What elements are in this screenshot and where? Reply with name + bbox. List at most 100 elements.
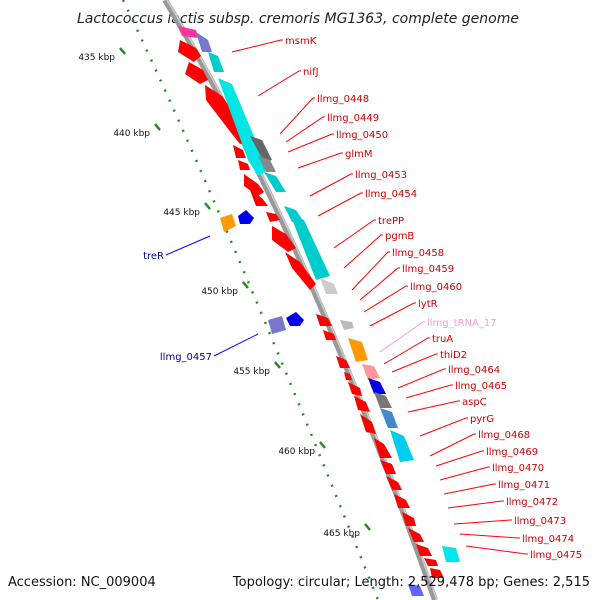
gene-label[interactable]: llmg_0473 xyxy=(514,516,566,527)
label-leader-line xyxy=(257,70,301,97)
gene-label[interactable]: llmg_0453 xyxy=(355,170,407,181)
gene-label[interactable]: llmg_0468 xyxy=(478,430,530,441)
gene-label[interactable]: nifJ xyxy=(303,67,319,78)
label-leader-line xyxy=(231,39,283,53)
gene-label[interactable]: llmg_0464 xyxy=(448,365,500,376)
gene-label[interactable]: thiD2 xyxy=(440,350,467,361)
accession-text: Accession: NC_009004 xyxy=(8,575,156,590)
ruler-label: 435 kbp xyxy=(78,53,115,63)
label-leader-line xyxy=(297,152,343,169)
gene-llmg_0450[interactable] xyxy=(238,160,250,170)
gene-llmg_0454[interactable] xyxy=(266,212,280,222)
gene-features xyxy=(178,26,460,596)
ruler-tick xyxy=(242,281,249,289)
gene-label[interactable]: treR xyxy=(143,251,164,262)
gene-label[interactable]: truA xyxy=(432,334,453,345)
gene-llmg_0471[interactable] xyxy=(402,512,416,526)
gene-label[interactable]: llmg_0449 xyxy=(327,113,379,124)
gene-llmg_0453[interactable] xyxy=(250,190,268,206)
label-leader-line xyxy=(369,302,416,327)
gene-llmg_0457[interactable] xyxy=(286,312,304,326)
ruler-label: 460 kbp xyxy=(278,447,315,457)
gene-label[interactable]: llmg_0448 xyxy=(317,94,369,105)
gene-llmg_0473[interactable] xyxy=(416,544,432,556)
gene-label[interactable]: llmg_tRNA_17 xyxy=(427,318,497,329)
label-leader-line xyxy=(213,333,259,357)
gene-label[interactable]: llmg_0454 xyxy=(365,189,417,200)
gene-label[interactable]: trePP xyxy=(378,216,404,227)
genome-backbone-highlight xyxy=(166,0,438,600)
gene-label[interactable]: llmg_0465 xyxy=(455,381,507,392)
gene-label[interactable]: llmg_0470 xyxy=(492,463,544,474)
gene-llmg_0457-purple[interactable] xyxy=(268,316,286,334)
gene-label[interactable]: llmg_0472 xyxy=(506,497,558,508)
label-leader-line xyxy=(351,251,390,291)
gene-label[interactable]: glmM xyxy=(345,149,373,160)
gene-llmg_0470[interactable] xyxy=(394,494,410,508)
gene-label[interactable]: llmg_0458 xyxy=(392,248,444,259)
gene-pgmB[interactable] xyxy=(285,252,316,290)
gene-label[interactable]: pgmB xyxy=(385,231,414,242)
label-leader-line xyxy=(363,285,408,313)
label-leader-line xyxy=(407,400,460,413)
ruler-tick xyxy=(119,47,126,55)
bar-cyan-5 xyxy=(290,214,330,280)
label-leader-line xyxy=(391,353,438,373)
gene-label[interactable]: llmg_0459 xyxy=(402,264,454,275)
label-leader-line xyxy=(459,533,520,539)
label-leader-line xyxy=(447,500,504,509)
gene-llmg_0465[interactable] xyxy=(354,396,370,412)
bar-cyan-6 xyxy=(390,430,414,462)
gene-llmg_0449[interactable] xyxy=(233,145,246,158)
label-leader-line xyxy=(405,384,453,399)
gene-treR-orange[interactable] xyxy=(220,214,236,232)
gene-glmM[interactable] xyxy=(244,174,264,196)
bar-cyan-3 xyxy=(264,172,286,192)
gene-truA[interactable] xyxy=(336,356,350,368)
gene-label[interactable]: llmg_0450 xyxy=(336,130,388,141)
label-leader-line xyxy=(359,267,400,301)
gene-llmg_0469[interactable] xyxy=(386,476,402,490)
gene-llmg_0464[interactable] xyxy=(348,382,362,396)
gene-llmg_0468[interactable] xyxy=(380,460,396,474)
gene-label[interactable]: msmK xyxy=(285,36,317,47)
gene-label[interactable]: llmg_0471 xyxy=(498,480,550,491)
gene-msmK[interactable] xyxy=(178,40,201,62)
ruler-ticks: 435 kbp 440 kbp 445 kbp 450 kbp 455 kbp 460 k… xyxy=(78,47,371,539)
gene-llmg_0472[interactable] xyxy=(408,528,424,542)
bar-cyan-2 xyxy=(218,78,268,176)
gene-label[interactable]: llmg_0474 xyxy=(522,534,574,545)
gene-pink-top[interactable] xyxy=(178,26,198,38)
gene-pyrG[interactable] xyxy=(374,438,392,458)
gene-label[interactable]: llmg_0475 xyxy=(530,550,582,561)
gene-trePP[interactable] xyxy=(272,226,296,252)
label-leader-line xyxy=(419,417,468,437)
gene-llmg_0475[interactable] xyxy=(430,568,444,578)
gene-aspC[interactable] xyxy=(360,414,376,434)
bar-lightgray-1 xyxy=(340,320,354,330)
bar-cyan-7 xyxy=(442,546,460,562)
label-leader-line xyxy=(435,450,484,467)
topology-text: Topology: circular; Length: 2,529,478 bp… xyxy=(232,575,590,590)
label-leader-line xyxy=(379,321,425,353)
gene-nifJ[interactable] xyxy=(185,62,208,84)
label-leader-line xyxy=(397,368,446,389)
label-leader-line xyxy=(439,466,490,481)
label-leader-line xyxy=(465,545,528,555)
ruler-label: 450 kbp xyxy=(201,287,238,297)
label-leaders xyxy=(165,39,528,555)
label-leader-line xyxy=(383,337,430,365)
gene-label[interactable]: pyrG xyxy=(470,414,494,425)
gene-label[interactable]: lytR xyxy=(418,299,438,310)
gene-llmg_0460[interactable] xyxy=(316,314,332,326)
gene-llmg_0474[interactable] xyxy=(424,558,438,566)
label-leader-line xyxy=(279,97,315,135)
gene-label[interactable]: llmg_0457 xyxy=(160,352,212,363)
ruler-tick xyxy=(154,123,161,131)
gene-label[interactable]: llmg_0460 xyxy=(410,282,462,293)
gene-thiD2[interactable] xyxy=(344,372,352,380)
gene-label[interactable]: llmg_0469 xyxy=(486,447,538,458)
gene-label[interactable]: aspC xyxy=(462,397,487,408)
gene-lytR[interactable] xyxy=(323,330,336,340)
gene-treR[interactable] xyxy=(238,210,254,224)
